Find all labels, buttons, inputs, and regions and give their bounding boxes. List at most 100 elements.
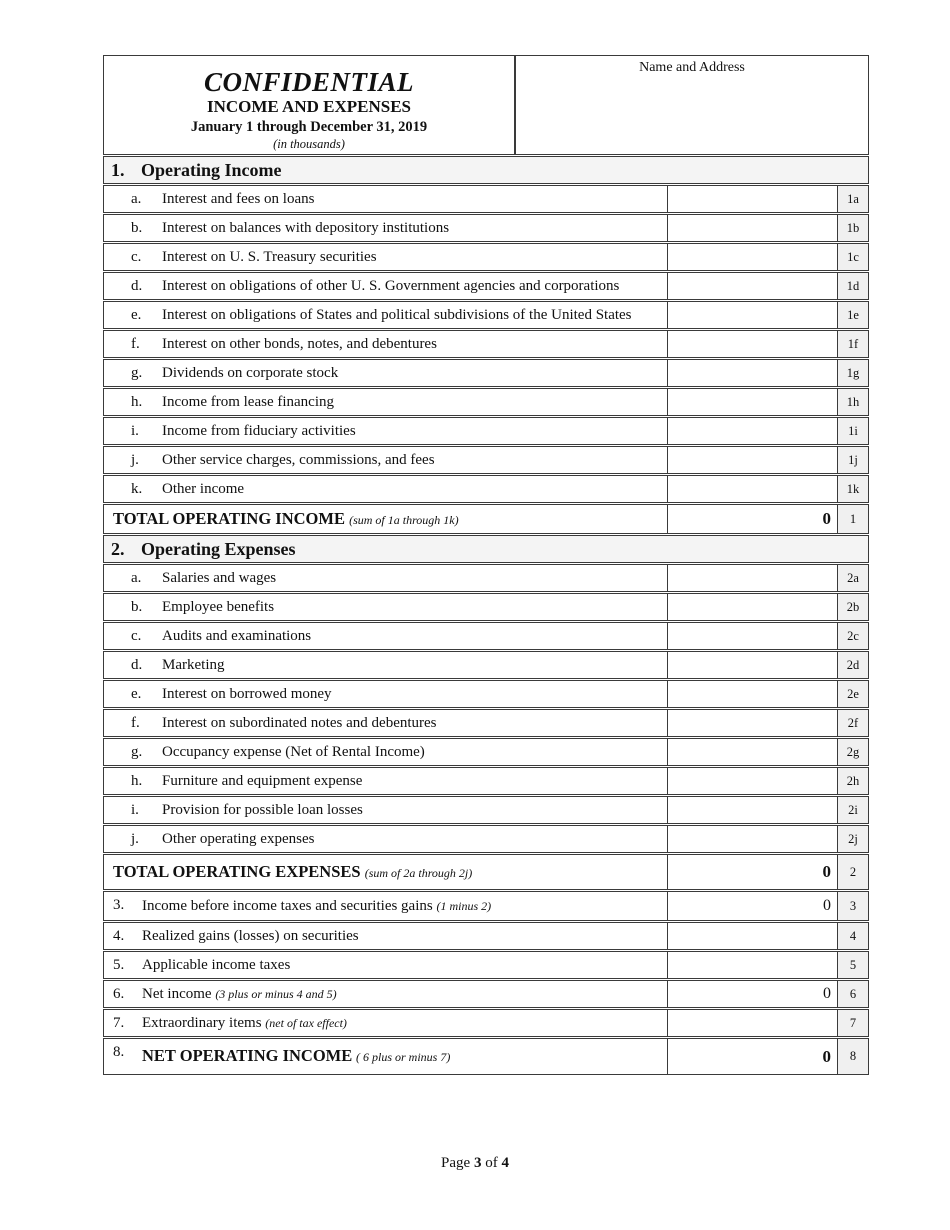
summary-note: ( 6 plus or minus 7) <box>356 1050 451 1064</box>
item-letter: f. <box>131 336 140 352</box>
line-number-cell: 2i <box>838 797 868 823</box>
line-number-cell: 4 <box>838 923 868 949</box>
total-row: TOTAL OPERATING INCOME (sum of 1a throug… <box>103 504 869 534</box>
line-number-cell: 1d <box>838 273 868 299</box>
value-cell[interactable] <box>668 244 838 270</box>
value-cell[interactable]: 0 <box>668 855 838 889</box>
line-number-cell: 5 <box>838 952 868 978</box>
summary-description-cell: 4. Realized gains (losses) on securities <box>104 923 668 949</box>
item-letter: d. <box>131 657 143 673</box>
name-address-label: Name and Address <box>639 60 745 75</box>
summary-number: 7. <box>113 1015 125 1031</box>
value-cell[interactable] <box>668 565 838 591</box>
summary-note: (net of tax effect) <box>265 1016 347 1030</box>
income-expenses-form: CONFIDENTIAL INCOME AND EXPENSES January… <box>103 55 869 1075</box>
summary-row: 3. Income before income taxes and securit… <box>103 891 869 921</box>
footer-of-label: of <box>485 1155 498 1171</box>
item-letter: a. <box>131 191 142 207</box>
item-description-cell: j. Other service charges, commissions, an… <box>104 447 668 473</box>
value-cell[interactable] <box>668 418 838 444</box>
summary-number: 6. <box>113 986 125 1002</box>
value-cell[interactable]: 0 <box>668 505 838 533</box>
item-description-cell: h. Income from lease financing <box>104 389 668 415</box>
table-row: g. Dividends on corporate stock 1g <box>103 359 869 387</box>
item-description-cell: d. Interest on obligations of other U. S.… <box>104 273 668 299</box>
item-description-cell: i. Provision for possible loan losses <box>104 797 668 823</box>
summary-row: 7. Extraordinary items (net of tax effect… <box>103 1009 869 1037</box>
total-note: (sum of 2a through 2j) <box>364 865 473 880</box>
item-letter: e. <box>131 307 142 323</box>
total-label: TOTAL OPERATING EXPENSES <box>113 861 361 881</box>
item-description-cell: a. Salaries and wages <box>104 565 668 591</box>
table-row: j. Other operating expenses 2j <box>103 825 869 853</box>
line-number-cell: 1 <box>838 505 868 533</box>
table-row: a. Salaries and wages 2a <box>103 564 869 592</box>
item-label: Interest on balances with depository ins… <box>162 220 450 236</box>
value-cell[interactable] <box>668 768 838 794</box>
item-label: Interest on subordinated notes and deben… <box>162 715 437 731</box>
value-cell[interactable] <box>668 923 838 949</box>
value-cell[interactable] <box>668 826 838 852</box>
line-number-cell: 1j <box>838 447 868 473</box>
summary-label: Income before income taxes and securitie… <box>142 898 433 914</box>
summary-number: 5. <box>113 957 125 973</box>
name-address-box[interactable]: Name and Address <box>516 56 868 154</box>
value-cell[interactable] <box>668 652 838 678</box>
value-cell[interactable]: 0 <box>668 981 838 1007</box>
value-cell[interactable] <box>668 331 838 357</box>
table-row: c. Interest on U. S. Treasury securities 1… <box>103 243 869 271</box>
value-cell[interactable] <box>668 710 838 736</box>
item-letter: i. <box>131 802 139 818</box>
line-number-cell: 8 <box>838 1039 868 1074</box>
value-cell[interactable] <box>668 739 838 765</box>
summary-description-cell: 5. Applicable income taxes <box>104 952 668 978</box>
item-description-cell: k. Other income <box>104 476 668 502</box>
total-description-cell: TOTAL OPERATING EXPENSES (sum of 2a thro… <box>104 855 668 889</box>
value-cell[interactable] <box>668 215 838 241</box>
value-cell[interactable] <box>668 447 838 473</box>
item-label: Interest on borrowed money <box>162 686 332 702</box>
item-letter: g. <box>131 744 143 760</box>
summary-label-group: Net income (3 plus or minus 4 and 5) <box>142 984 663 1004</box>
value-cell[interactable]: 0 <box>668 1039 838 1074</box>
table-row: g. Occupancy expense (Net of Rental Incom… <box>103 738 869 766</box>
table-row: e. Interest on obligations of States and … <box>103 301 869 329</box>
section-title: Operating Expenses <box>141 538 296 559</box>
confidential-title: CONFIDENTIAL <box>203 67 415 97</box>
item-label: Salaries and wages <box>162 570 277 586</box>
value-cell[interactable] <box>668 389 838 415</box>
footer-page-prefix: Page <box>441 1155 471 1171</box>
summary-row: 6. Net income (3 plus or minus 4 and 5) 0 6 <box>103 980 869 1008</box>
value-cell[interactable] <box>668 476 838 502</box>
value-cell[interactable] <box>668 360 838 386</box>
value-cell[interactable] <box>668 681 838 707</box>
section-header: 2. Operating Expenses <box>103 535 869 563</box>
table-row: b. Employee benefits 2b <box>103 593 869 621</box>
total-description-cell: TOTAL OPERATING INCOME (sum of 1a throug… <box>104 505 668 533</box>
item-letter: j. <box>131 831 139 847</box>
value-cell[interactable] <box>668 797 838 823</box>
value-cell[interactable] <box>668 302 838 328</box>
section-number: 2. <box>111 538 125 559</box>
summary-row: 4. Realized gains (losses) on securities 4 <box>103 922 869 950</box>
total-label: TOTAL OPERATING INCOME <box>113 508 345 528</box>
value-cell[interactable] <box>668 623 838 649</box>
value-cell[interactable] <box>668 186 838 212</box>
line-number-cell: 2f <box>838 710 868 736</box>
value-cell[interactable] <box>668 1010 838 1036</box>
item-letter: k. <box>131 481 143 497</box>
line-number-cell: 1k <box>838 476 868 502</box>
value-cell[interactable]: 0 <box>668 892 838 920</box>
value-cell[interactable] <box>668 273 838 299</box>
item-description-cell: a. Interest and fees on loans <box>104 186 668 212</box>
line-number-cell: 2d <box>838 652 868 678</box>
item-letter: c. <box>131 249 142 265</box>
line-number-cell: 3 <box>838 892 868 920</box>
summary-label: Net income <box>142 986 212 1002</box>
item-label: Marketing <box>162 657 225 673</box>
item-letter: h. <box>131 394 143 410</box>
item-label: Other income <box>162 481 245 497</box>
value-cell[interactable] <box>668 952 838 978</box>
value-cell[interactable] <box>668 594 838 620</box>
